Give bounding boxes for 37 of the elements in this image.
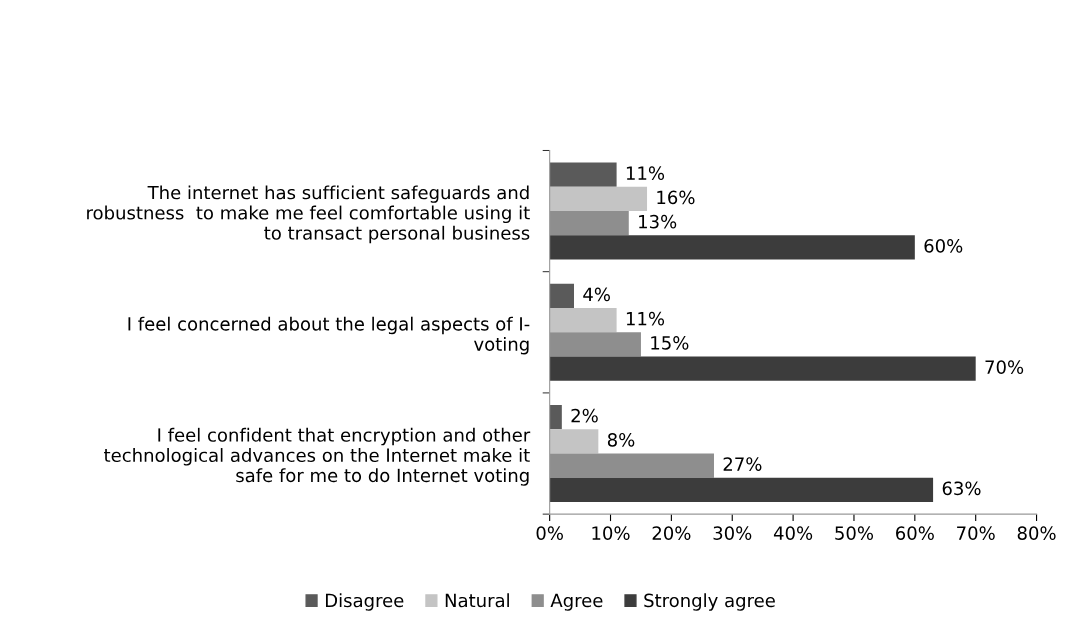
x-tick-label: 0% — [536, 526, 563, 540]
bar — [549, 477, 934, 503]
data-label: 60% — [924, 239, 963, 253]
data-label: 63% — [942, 481, 981, 496]
data-label: 16% — [657, 190, 695, 205]
bar — [549, 356, 976, 381]
x-tick-label: 20% — [652, 526, 691, 540]
data-label: 15% — [651, 336, 689, 350]
data-label: 8% — [607, 432, 635, 447]
x-tick-label: 50% — [835, 526, 874, 540]
data-label: 11% — [626, 166, 665, 180]
x-tick-label: 80% — [1017, 526, 1056, 540]
bar — [549, 162, 617, 187]
data-label: 70% — [985, 360, 1024, 374]
x-tick-label: 30% — [713, 526, 752, 540]
legend-label: Disagree — [325, 593, 404, 611]
legend-label: Strongly agree — [644, 593, 775, 611]
y-tick-label: I feel confident that encryption and other technological advances on the Internet make it safe for me to do Internet voting — [104, 427, 531, 486]
data-label: 13% — [639, 214, 677, 229]
bar — [549, 308, 617, 333]
data-label: 2% — [571, 408, 598, 423]
data-label: 4% — [583, 287, 610, 302]
data-label: 11% — [626, 311, 665, 326]
bar — [549, 186, 648, 212]
x-tick-label: 10% — [592, 526, 630, 540]
bar — [549, 429, 599, 454]
bar — [549, 235, 915, 260]
legend-label: Natural — [445, 593, 509, 608]
x-tick-label: 60% — [896, 526, 934, 540]
x-tick-label: 70% — [957, 526, 995, 540]
bar — [549, 283, 574, 309]
y-tick-label: I feel concerned about the legal aspects of I- voting — [128, 316, 530, 355]
y-tick-label: The internet has sufficient safeguards and robustness to make me feel comfortable using it to transact personal business — [87, 185, 530, 244]
x-tick-label: 40% — [773, 526, 813, 540]
data-label: 27% — [723, 457, 762, 471]
bar — [549, 405, 562, 430]
legend-label: Agree — [550, 593, 603, 611]
